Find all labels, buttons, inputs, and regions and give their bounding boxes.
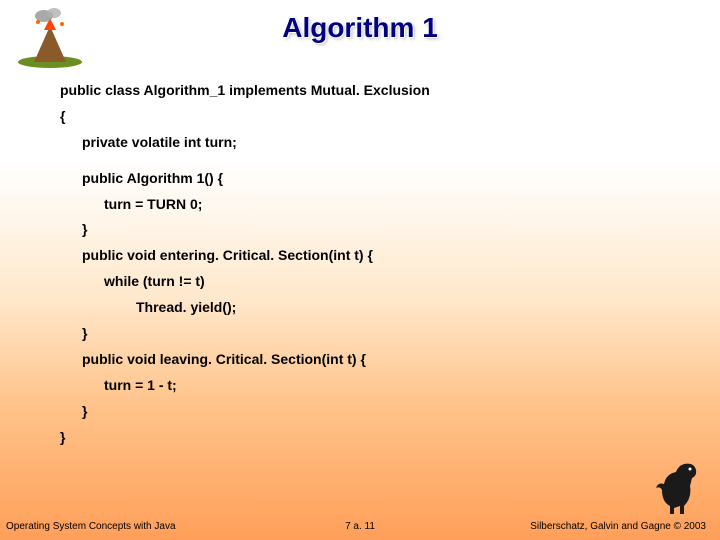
- slide-title: Algorithm 1: [0, 0, 720, 44]
- footer: Operating System Concepts with Java 7 a.…: [0, 521, 720, 532]
- dino-icon: [654, 458, 704, 516]
- code-line: public class Algorithm_1 implements Mutu…: [60, 78, 680, 104]
- footer-right: Silberschatz, Galvin and Gagne © 2003: [530, 521, 706, 532]
- code-line: private volatile int turn;: [60, 130, 680, 156]
- code-line: turn = 1 - t;: [60, 373, 680, 399]
- code-line: }: [60, 217, 680, 243]
- code-line: public void leaving. Critical. Section(i…: [60, 347, 680, 373]
- code-line: turn = TURN 0;: [60, 192, 680, 218]
- code-line: public Algorithm 1() {: [60, 166, 680, 192]
- code-line: }: [60, 321, 680, 347]
- footer-left: Operating System Concepts with Java: [6, 521, 176, 532]
- code-line: {: [60, 104, 680, 130]
- code-line: }: [60, 399, 680, 425]
- volcano-icon: [14, 8, 86, 68]
- code-line: }: [60, 425, 680, 451]
- blank-line: [60, 156, 680, 166]
- code-line: Thread. yield();: [60, 295, 680, 321]
- footer-center: 7 a. 11: [345, 521, 375, 532]
- code-line: while (turn != t): [60, 269, 680, 295]
- code-line: public void entering. Critical. Section(…: [60, 243, 680, 269]
- code-block: public class Algorithm_1 implements Mutu…: [60, 78, 680, 450]
